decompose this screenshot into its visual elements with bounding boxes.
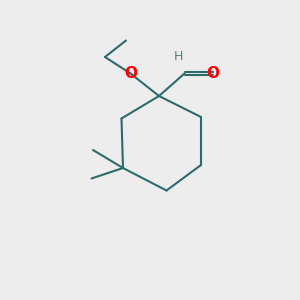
Text: O: O [124,66,137,81]
Text: H: H [174,50,183,64]
Text: O: O [206,66,220,81]
